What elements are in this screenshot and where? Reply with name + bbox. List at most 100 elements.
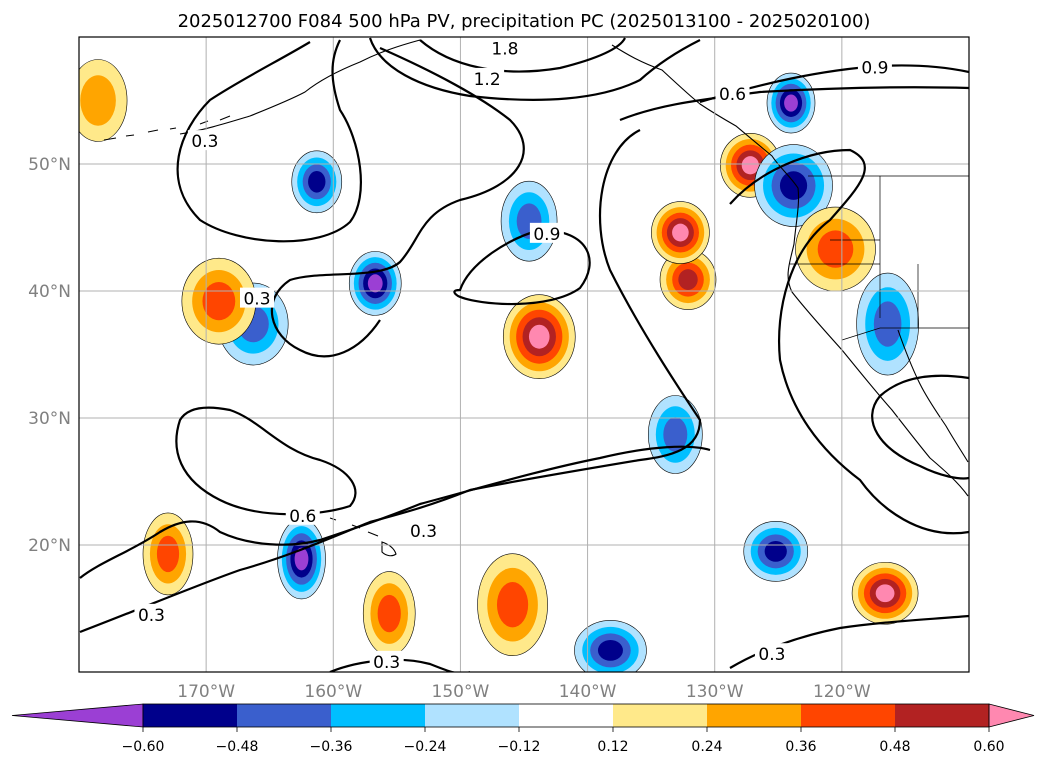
colorbar-tick-label: −0.24 [404, 739, 447, 755]
precip-anomaly-1 [766, 72, 816, 134]
precip-anomaly-level [597, 640, 623, 661]
pv-contour-1p2 [368, 37, 701, 101]
alaska-coastline [179, 39, 421, 135]
pv-contour-0p6-north [619, 86, 969, 122]
pv-contours [79, 37, 969, 672]
precip-anomaly-level [741, 156, 759, 175]
colorbar-extend-high [988, 703, 1035, 728]
colorbar-segment [331, 704, 426, 727]
precip-anomaly-10 [754, 144, 833, 227]
contour-label: 0.3 [758, 645, 785, 665]
precip-anomaly-level [875, 584, 895, 603]
pv-contour-labels: 1.8 1.2 0.9 0.6 0.3 0.9 0.3 0.6 0.3 0.3 0.3 0.3 [134, 37, 892, 673]
colorbar-segment [801, 704, 896, 727]
pv-contour-0p3-west [176, 39, 362, 243]
latitude-tick-label: 30°N [28, 409, 71, 429]
precip-anomaly-level [873, 301, 902, 347]
contour-label: 0.3 [373, 653, 400, 673]
colorbar-extend-low [11, 703, 144, 728]
precip-anomaly-level [496, 581, 529, 628]
contour-label: 0.3 [138, 606, 165, 626]
colorbar-tick-label: 0.36 [785, 739, 816, 755]
pv-contour-1p8 [419, 37, 626, 73]
precip-anomaly-5 [502, 294, 576, 380]
contour-label-bg [487, 37, 522, 58]
us-mexico-border [841, 327, 969, 341]
colorbar-segment [237, 704, 332, 727]
precip-anomaly-17 [362, 571, 416, 656]
pv-contour-0p6-main [79, 129, 702, 634]
contour-label-bg [187, 130, 222, 151]
precip-anomaly-12 [856, 272, 919, 376]
precip-anomaly-2 [291, 150, 343, 214]
precip-anomaly-18 [477, 553, 548, 656]
precip-anomaly-level [779, 171, 808, 200]
precipitation-pc-shading [79, 59, 919, 672]
graticule [79, 37, 969, 672]
colorbar-tick-label: −0.36 [310, 739, 353, 755]
colorbar-segment [707, 704, 802, 727]
pv-contour-0p3-east [270, 46, 525, 358]
colorbar-tick-label: −0.12 [498, 739, 541, 755]
colorbar: −0.60 −0.48 −0.36 −0.24 −0.12 0.12 0.24 0.36 0.4… [11, 703, 1035, 755]
contour-label: 0.3 [191, 132, 218, 152]
precip-anomaly-level [367, 274, 383, 293]
precip-anomaly-21 [500, 180, 558, 262]
latitude-tick-label: 20°N [28, 536, 71, 556]
precip-anomaly-level [528, 324, 550, 349]
colorbar-segment [895, 704, 990, 727]
contour-label-bg [406, 520, 441, 541]
colorbar-outline [142, 703, 990, 728]
precip-anomaly-level [156, 535, 180, 573]
precip-anomaly-level [764, 540, 787, 562]
pv-contour-0p3-bottom [329, 658, 470, 672]
precip-anomaly-14 [851, 561, 919, 625]
contour-label-bg [134, 603, 169, 624]
contour-label: 0.9 [861, 58, 888, 78]
contour-label-bg [529, 222, 564, 243]
contour-label: 0.3 [243, 290, 270, 310]
contour-label: 0.6 [289, 507, 316, 527]
contour-label-bg [857, 56, 892, 77]
precip-anomaly-level [80, 75, 116, 126]
longitude-tick-label: 120°W [813, 682, 871, 702]
precip-anomaly-level [294, 547, 309, 571]
colorbar-tick-label: 0.24 [691, 739, 722, 755]
map-area: 1.8 1.2 0.9 0.6 0.3 0.9 0.3 0.6 0.3 0.3 0.3 0.3 [79, 37, 969, 673]
precip-anomaly-level [308, 170, 326, 193]
pv-contour-0p6-east [729, 148, 969, 535]
precip-anomaly-level [663, 417, 688, 452]
contour-label-bg [715, 83, 750, 104]
pv-contour-0p9-se [871, 374, 969, 480]
colorbar-tick-label: 0.60 [973, 739, 1004, 755]
map-frame [78, 36, 970, 673]
precip-anomaly-19 [574, 620, 647, 672]
colorbar-tick-label: 0.48 [879, 739, 910, 755]
pv-contour-0p6-loop [175, 406, 357, 516]
pv-contour-0p9-loop [453, 228, 591, 306]
contour-label: 0.6 [719, 85, 746, 105]
pv-contour-0p3-south [79, 445, 711, 579]
longitude-tick-label: 150°W [432, 682, 490, 702]
precip-anomaly-3 [348, 251, 402, 316]
precip-anomaly-8 [651, 201, 710, 264]
contour-label-bg [240, 287, 274, 308]
precip-anomaly-level [377, 594, 401, 633]
longitude-tick-label: 160°W [304, 682, 362, 702]
contour-label: 0.3 [410, 522, 437, 542]
colorbar-segment [143, 704, 238, 727]
colorbar-tick-label: −0.48 [216, 739, 259, 755]
contour-label: 1.8 [491, 39, 518, 59]
latitude-tick-label: 50°N [28, 155, 71, 175]
longitude-tick-label: 140°W [559, 682, 617, 702]
longitude-tick-label: 170°W [177, 682, 235, 702]
latitude-ticks: 20°N 30°N 40°N 50°N [28, 155, 71, 556]
chart-title: 2025012700 F084 500 hPa PV, precipitatio… [178, 11, 871, 32]
precip-anomaly-level [678, 269, 698, 290]
baja-california-coastline [897, 329, 969, 463]
contour-label-bg [369, 650, 404, 671]
political-borders [790, 175, 969, 341]
contour-label-bg [754, 643, 789, 664]
colorbar-tick-label: −0.60 [122, 739, 165, 755]
